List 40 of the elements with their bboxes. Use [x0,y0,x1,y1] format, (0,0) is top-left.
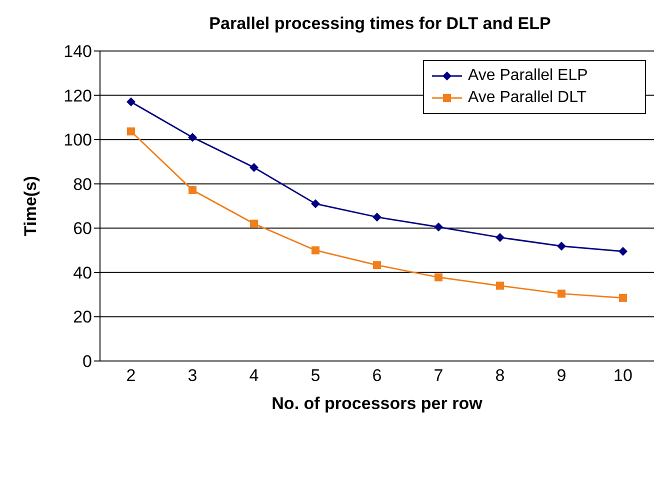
point [558,290,566,298]
point [434,273,442,282]
legend-label: Ave Parallel ELP [468,66,588,86]
x-axis-title: No. of processors per row [272,394,484,413]
point [312,246,320,254]
x-tick-label: 8 [495,366,505,386]
y-tick-label: 120 [64,86,92,106]
point [250,162,258,172]
chart-title: Parallel processing times for DLT and ELP [208,14,552,34]
x-tick-label: 2 [126,366,136,386]
point [434,222,443,232]
point [557,242,566,251]
y-tick-label: 0 [82,352,92,372]
x-tick-label: 6 [372,366,382,386]
point [619,294,627,302]
x-tick-label: 10 [614,366,632,386]
y-tick-label: 140 [64,42,92,62]
y-tick-label: 60 [73,219,92,238]
x-tick-label: 7 [434,366,444,386]
point [188,132,197,142]
x-tick-label: 9 [556,366,566,386]
x-tick-label: 3 [188,366,198,386]
point [496,232,504,242]
point [311,199,320,208]
point [188,186,196,194]
point [250,220,258,228]
y-tick-label: 100 [64,130,92,150]
y-tick-label: 20 [73,308,92,327]
point [126,97,136,106]
point [618,246,628,256]
point [496,282,504,290]
y-tick-label: 40 [73,263,92,282]
x-tick-label: 4 [249,366,259,386]
point [373,261,381,270]
y-tick-label: 80 [73,174,92,194]
legend-label: Ave Parallel DLT [468,88,587,108]
point [127,127,135,136]
y-axis-title: Time(s) [21,176,40,236]
x-tick-label: 5 [310,366,320,386]
point [372,212,382,222]
